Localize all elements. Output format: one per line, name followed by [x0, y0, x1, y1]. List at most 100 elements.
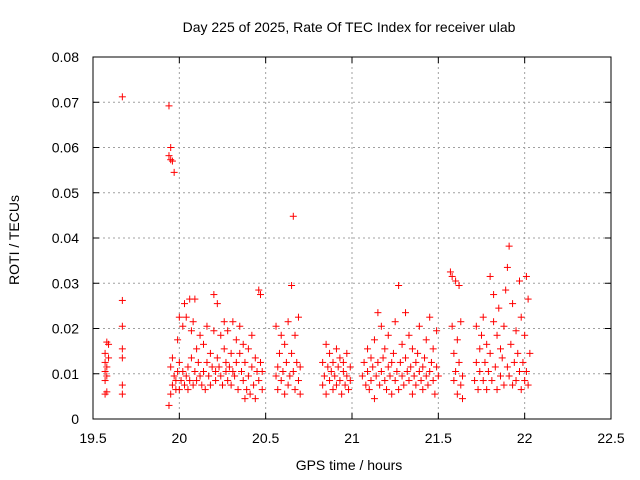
data-point — [383, 386, 391, 394]
data-point — [256, 358, 264, 366]
data-point — [507, 340, 515, 348]
data-point — [476, 345, 484, 353]
data-point — [524, 295, 532, 303]
data-point — [415, 322, 423, 330]
y-axis-title: ROTI / TECUs — [6, 195, 22, 285]
data-point — [181, 381, 189, 389]
data-point — [296, 363, 304, 371]
data-point — [103, 388, 111, 396]
data-point — [244, 345, 252, 353]
data-point — [505, 242, 513, 250]
data-point — [167, 144, 175, 151]
data-point — [448, 322, 456, 330]
data-point — [167, 156, 175, 164]
data-point — [517, 386, 525, 394]
data-point — [248, 363, 256, 371]
data-point — [175, 386, 183, 394]
data-points — [101, 93, 534, 409]
data-point — [370, 395, 378, 403]
data-point — [225, 363, 233, 371]
data-point — [206, 349, 214, 357]
x-tick-label: 20.5 — [252, 430, 279, 446]
chart-title: Day 225 of 2025, Rate Of TEC Index for r… — [183, 19, 516, 35]
data-point — [227, 381, 235, 389]
x-tick-label: 19.5 — [79, 430, 106, 446]
data-point — [414, 349, 422, 357]
data-point — [453, 390, 461, 398]
data-point — [232, 336, 240, 344]
data-point — [426, 313, 434, 321]
data-point — [402, 354, 410, 362]
data-point — [364, 345, 372, 353]
data-point — [377, 322, 385, 330]
data-point — [360, 358, 368, 366]
data-point — [193, 345, 201, 353]
data-point — [174, 336, 182, 344]
data-point — [422, 336, 430, 344]
data-point — [365, 386, 373, 394]
data-point — [296, 390, 304, 398]
data-point — [118, 93, 126, 101]
data-point — [524, 381, 532, 389]
data-point — [429, 345, 437, 353]
data-point — [503, 263, 511, 271]
data-point — [288, 349, 296, 357]
data-point — [251, 354, 259, 362]
data-point — [412, 358, 420, 366]
data-point — [322, 340, 330, 348]
data-point — [341, 381, 349, 389]
data-point — [408, 345, 416, 353]
data-point — [522, 367, 530, 375]
data-point — [105, 340, 113, 348]
y-tick-label: 0 — [71, 411, 79, 427]
data-point — [500, 322, 508, 330]
data-point — [339, 367, 347, 375]
data-point — [479, 377, 487, 385]
x-tick-label: 22.5 — [597, 430, 624, 446]
data-point — [205, 372, 213, 380]
data-point — [281, 340, 289, 348]
data-point — [294, 313, 302, 321]
data-point — [241, 395, 249, 403]
data-point — [213, 354, 221, 362]
data-point — [396, 358, 404, 366]
data-point — [395, 282, 403, 290]
data-point — [393, 367, 401, 375]
data-point — [407, 363, 415, 371]
data-point — [182, 372, 190, 380]
data-point — [457, 381, 465, 389]
y-tick-label: 0.03 — [52, 275, 79, 291]
data-point — [210, 327, 218, 335]
data-point — [433, 363, 441, 371]
data-point — [167, 390, 175, 398]
data-point — [284, 381, 292, 389]
data-point — [459, 395, 467, 403]
data-point — [455, 358, 463, 366]
data-point — [196, 372, 204, 380]
data-point — [379, 354, 387, 362]
plot-frame — [92, 56, 612, 420]
data-point — [332, 345, 340, 353]
data-point — [231, 372, 239, 380]
data-point — [400, 381, 408, 389]
data-point — [384, 331, 392, 339]
data-point — [196, 331, 204, 339]
data-point — [327, 367, 335, 375]
data-point — [388, 390, 396, 398]
data-point — [239, 340, 247, 348]
data-point — [288, 282, 296, 290]
data-point — [184, 386, 192, 394]
data-point — [493, 386, 501, 394]
data-point — [329, 358, 337, 366]
data-point — [101, 367, 109, 375]
data-point — [453, 336, 461, 344]
data-point — [198, 381, 206, 389]
data-point — [424, 381, 432, 389]
data-point — [118, 381, 126, 389]
data-point — [200, 340, 208, 348]
data-point — [179, 367, 187, 375]
data-point — [234, 386, 242, 394]
data-point — [398, 372, 406, 380]
data-point — [244, 372, 252, 380]
data-point — [412, 381, 420, 389]
